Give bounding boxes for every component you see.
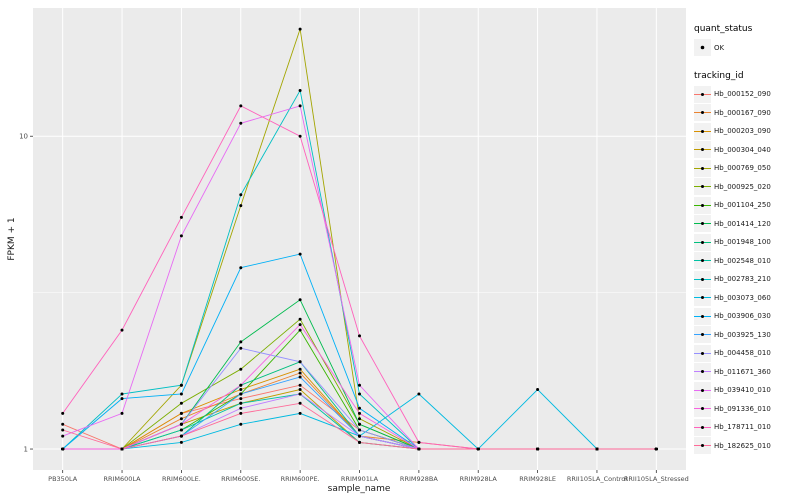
y-axis-title: FPKM + 1 (7, 217, 17, 261)
legend-label-tracking-id: Hb_000925_020 (714, 182, 771, 191)
legend-tracking-list: Hb_000152_090 Hb_000167_090 Hb_000203_090 H… (694, 85, 798, 455)
legend-entry-Hb_000167_090: Hb_000167_090 (694, 104, 798, 122)
series-key-icon (694, 178, 711, 196)
legend-entry-Hb_001414_120: Hb_001414_120 (694, 215, 798, 233)
series-key-icon (694, 270, 711, 288)
legend-label-tracking-id: Hb_002548_010 (714, 256, 771, 265)
legend-entry-Hb_000304_040: Hb_000304_040 (694, 141, 798, 159)
legend-label-tracking-id: Hb_002783_210 (714, 275, 771, 284)
legend-label-tracking-id: Hb_000152_090 (714, 90, 771, 99)
legend-label-tracking-id: Hb_000769_050 (714, 164, 771, 173)
legend-entry-Hb_002548_010: Hb_002548_010 (694, 252, 798, 270)
legend-label-tracking-id: Hb_039410_010 (714, 386, 771, 395)
axis-ticks-and-labels: PB350LA RRIM600LA RRIM600LE. RRIM600SE. RRIM… (19, 133, 689, 483)
series-key-icon (694, 363, 711, 381)
x-tick-label: RRIM600SE. (221, 475, 260, 483)
series-key-icon (694, 122, 711, 140)
legend-entry-Hb_039410_010: Hb_039410_010 (694, 381, 798, 400)
legend-entry-Hb_001104_250: Hb_001104_250 (694, 196, 798, 215)
series-key-icon (694, 326, 711, 344)
legend-entry-Hb_011671_360: Hb_011671_360 (694, 363, 798, 381)
x-tick-label: RRII105LA_Control (567, 475, 627, 483)
legend-label-tracking-id: Hb_001948_100 (714, 238, 771, 247)
series-key-icon (694, 307, 711, 325)
legend-entry-Hb_000152_090: Hb_000152_090 (694, 85, 798, 104)
x-tick-label: RRIM600LE. (162, 475, 201, 483)
x-axis-title: sample_name (327, 484, 391, 494)
x-tick-label: RRIM901LA (341, 475, 379, 483)
x-tick-label: RRIM928BA (400, 475, 438, 483)
legend-entry-Hb_001948_100: Hb_001948_100 (694, 233, 798, 252)
legend-title-quant-status: quant_status (694, 24, 753, 34)
legend-label-tracking-id: Hb_001104_250 (714, 201, 771, 210)
legend-entry-Hb_002783_210: Hb_002783_210 (694, 270, 798, 289)
legend-label-tracking-id: Hb_003906_030 (714, 312, 771, 321)
series-key-icon (694, 215, 711, 233)
legend-label-tracking-id: Hb_091336_010 (714, 404, 771, 413)
series-key-icon (694, 381, 711, 399)
legend-label-tracking-id: Hb_000167_090 (714, 108, 771, 117)
series-key-icon (694, 196, 711, 214)
x-tick-label: PB350LA (48, 475, 78, 483)
legend-entry-quant-ok: OK (694, 39, 798, 57)
x-tick-label: RRIM928LA (460, 475, 498, 483)
series-key-icon (694, 159, 711, 177)
series-key-icon (694, 344, 711, 362)
ok-point-icon (694, 39, 711, 57)
series-key-icon (694, 233, 711, 251)
y-tick-label: 10 (19, 133, 28, 141)
data-points (61, 27, 658, 451)
series-key-icon (694, 289, 711, 307)
legend-entry-Hb_091336_010: Hb_091336_010 (694, 400, 798, 418)
x-tick-label: RRIM928LE (519, 475, 556, 483)
series-key-icon (694, 400, 711, 418)
legend-label-tracking-id: Hb_182625_010 (714, 441, 771, 450)
legend-label-tracking-id: Hb_001414_120 (714, 219, 771, 228)
series-key-icon (694, 437, 711, 455)
series-key-icon (694, 141, 711, 159)
legend-entry-Hb_003073_060: Hb_003073_060 (694, 289, 798, 307)
legend-entry-Hb_003906_030: Hb_003906_030 (694, 307, 798, 326)
legend-entry-Hb_003925_130: Hb_003925_130 (694, 326, 798, 344)
legend-entry-Hb_000769_050: Hb_000769_050 (694, 159, 798, 178)
x-tick-label: RRIM600LA (103, 475, 141, 483)
legend-entry-Hb_178711_010: Hb_178711_010 (694, 418, 798, 437)
legend-label-tracking-id: Hb_003073_060 (714, 293, 771, 302)
legend-label-tracking-id: Hb_004458_010 (714, 349, 771, 358)
series-key-icon (694, 252, 711, 270)
legend-title-tracking-id: tracking_id (694, 70, 744, 81)
x-tick-label: RRIM600PE. (281, 475, 320, 483)
series-key-icon (694, 85, 711, 103)
legend-label-tracking-id: Hb_000203_090 (714, 127, 771, 136)
legend-entry-Hb_000925_020: Hb_000925_020 (694, 178, 798, 196)
series-key-icon (694, 418, 711, 436)
legend-label-tracking-id: Hb_003925_130 (714, 330, 771, 339)
x-tick-label: RRII105LA_Stressed (624, 475, 689, 483)
legend-label-tracking-id: Hb_000304_040 (714, 145, 771, 154)
series-key-icon (694, 104, 711, 122)
legend-entry-Hb_000203_090: Hb_000203_090 (694, 122, 798, 141)
legend: quant_status OK tracking_id Hb_000152_09… (694, 24, 798, 456)
legend-label-tracking-id: Hb_011671_360 (714, 367, 771, 376)
legend-label-ok: OK (714, 43, 725, 52)
legend-entry-Hb_182625_010: Hb_182625_010 (694, 437, 798, 455)
legend-label-tracking-id: Hb_178711_010 (714, 423, 771, 432)
y-tick-label: 1 (24, 446, 28, 454)
legend-entry-Hb_004458_010: Hb_004458_010 (694, 344, 798, 363)
